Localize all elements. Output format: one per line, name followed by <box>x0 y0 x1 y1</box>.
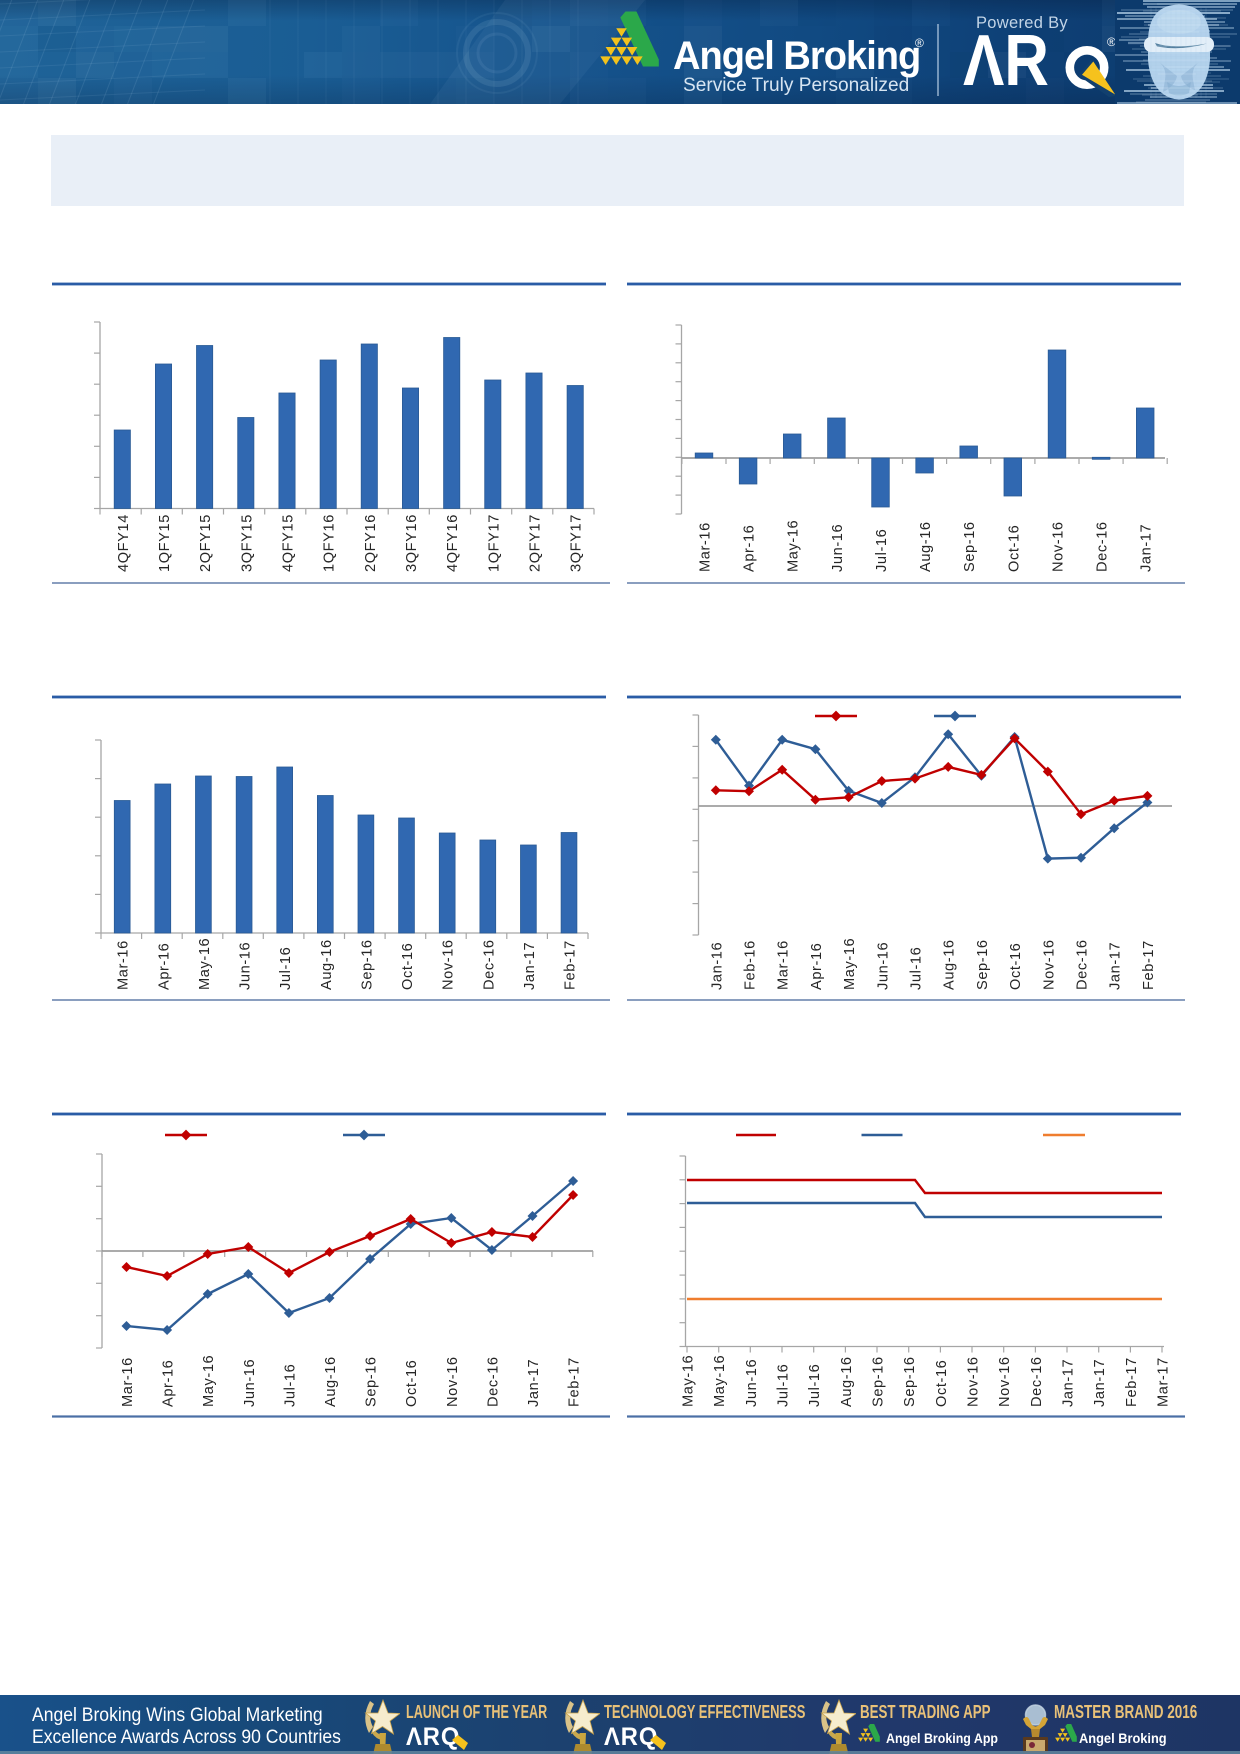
svg-text:Jul-16: Jul-16 <box>874 529 890 572</box>
svg-text:Mar-16: Mar-16 <box>116 940 132 990</box>
svg-text:4QFY16: 4QFY16 <box>445 514 461 572</box>
svg-text:Jan-17: Jan-17 <box>1061 1359 1077 1407</box>
svg-text:Mar-16: Mar-16 <box>698 522 714 572</box>
svg-text:Apr-16: Apr-16 <box>809 943 825 990</box>
svg-text:Jul-16: Jul-16 <box>807 1364 823 1407</box>
svg-text:May-16: May-16 <box>681 1355 697 1407</box>
svg-text:Feb-17: Feb-17 <box>1124 1357 1140 1407</box>
svg-text:1QFY17: 1QFY17 <box>486 514 502 572</box>
svg-text:2QFY15: 2QFY15 <box>198 514 214 572</box>
svg-text:Dec-16: Dec-16 <box>1029 1356 1045 1407</box>
svg-text:2QFY16: 2QFY16 <box>363 514 379 572</box>
svg-text:Sep-16: Sep-16 <box>962 521 978 572</box>
svg-text:Sep-16: Sep-16 <box>975 939 991 990</box>
svg-text:Aug-16: Aug-16 <box>942 939 958 990</box>
svg-text:Aug-16: Aug-16 <box>323 1356 339 1407</box>
svg-text:May-16: May-16 <box>786 520 802 572</box>
svg-text:1QFY16: 1QFY16 <box>322 514 338 572</box>
svg-text:Sep-16: Sep-16 <box>359 939 375 990</box>
svg-text:May-16: May-16 <box>842 938 858 990</box>
svg-text:Dec-16: Dec-16 <box>1075 939 1091 990</box>
svg-text:4QFY14: 4QFY14 <box>116 514 132 572</box>
svg-text:Jan-16: Jan-16 <box>709 942 725 990</box>
svg-text:Oct-16: Oct-16 <box>1008 943 1024 990</box>
svg-text:Dec-16: Dec-16 <box>481 939 497 990</box>
svg-text:Jan-17: Jan-17 <box>1108 942 1124 990</box>
svg-text:Nov-16: Nov-16 <box>997 1356 1013 1407</box>
svg-text:3QFY16: 3QFY16 <box>404 514 420 572</box>
svg-text:Dec-16: Dec-16 <box>1095 521 1111 572</box>
svg-text:Mar-16: Mar-16 <box>776 940 792 990</box>
svg-text:Jun-16: Jun-16 <box>875 942 891 990</box>
svg-text:Oct-16: Oct-16 <box>1006 525 1022 572</box>
svg-text:Jul-16: Jul-16 <box>278 947 294 990</box>
svg-text:Nov-16: Nov-16 <box>1051 521 1067 572</box>
svg-text:Oct-16: Oct-16 <box>400 943 416 990</box>
svg-text:Jan-17: Jan-17 <box>1092 1359 1108 1407</box>
svg-text:Jan-17: Jan-17 <box>522 942 538 990</box>
svg-text:1QFY15: 1QFY15 <box>157 514 173 572</box>
svg-text:Apr-16: Apr-16 <box>156 943 172 990</box>
svg-text:Jul-16: Jul-16 <box>282 1364 298 1407</box>
svg-text:Aug-16: Aug-16 <box>918 521 934 572</box>
svg-text:Oct-16: Oct-16 <box>404 1360 420 1407</box>
svg-text:2QFY17: 2QFY17 <box>528 514 544 572</box>
svg-text:Jan-17: Jan-17 <box>1139 524 1155 572</box>
svg-text:Sep-16: Sep-16 <box>364 1356 380 1407</box>
svg-text:Aug-16: Aug-16 <box>839 1356 855 1407</box>
svg-text:Nov-16: Nov-16 <box>966 1356 982 1407</box>
svg-text:3QFY17: 3QFY17 <box>569 514 585 572</box>
svg-text:Jun-16: Jun-16 <box>744 1359 760 1407</box>
svg-text:Nov-16: Nov-16 <box>441 939 457 990</box>
svg-text:Jun-16: Jun-16 <box>238 942 254 990</box>
svg-text:Apr-16: Apr-16 <box>742 525 758 572</box>
svg-text:May-16: May-16 <box>197 938 213 990</box>
svg-text:Mar-17: Mar-17 <box>1156 1357 1172 1407</box>
svg-text:Nov-16: Nov-16 <box>1041 939 1057 990</box>
svg-text:Aug-16: Aug-16 <box>319 939 335 990</box>
svg-text:4QFY15: 4QFY15 <box>281 514 297 572</box>
svg-text:Jun-16: Jun-16 <box>242 1359 258 1407</box>
svg-text:Mar-16: Mar-16 <box>120 1357 136 1407</box>
svg-text:May-16: May-16 <box>201 1355 217 1407</box>
svg-text:3QFY15: 3QFY15 <box>239 514 255 572</box>
svg-text:Feb-17: Feb-17 <box>567 1357 583 1407</box>
svg-text:May-16: May-16 <box>712 1355 728 1407</box>
svg-text:Feb-17: Feb-17 <box>1141 940 1157 990</box>
svg-text:Sep-16: Sep-16 <box>902 1356 918 1407</box>
svg-text:Oct-16: Oct-16 <box>934 1360 950 1407</box>
svg-text:Dec-16: Dec-16 <box>485 1356 501 1407</box>
svg-text:Jul-16: Jul-16 <box>909 947 925 990</box>
svg-text:Jun-16: Jun-16 <box>830 524 846 572</box>
svg-text:Nov-16: Nov-16 <box>445 1356 461 1407</box>
svg-text:Feb-16: Feb-16 <box>743 940 759 990</box>
svg-text:Jan-17: Jan-17 <box>526 1359 542 1407</box>
svg-text:Feb-17: Feb-17 <box>563 940 579 990</box>
svg-text:Apr-16: Apr-16 <box>161 1360 177 1407</box>
svg-text:Jul-16: Jul-16 <box>776 1364 792 1407</box>
svg-text:Sep-16: Sep-16 <box>871 1356 887 1407</box>
